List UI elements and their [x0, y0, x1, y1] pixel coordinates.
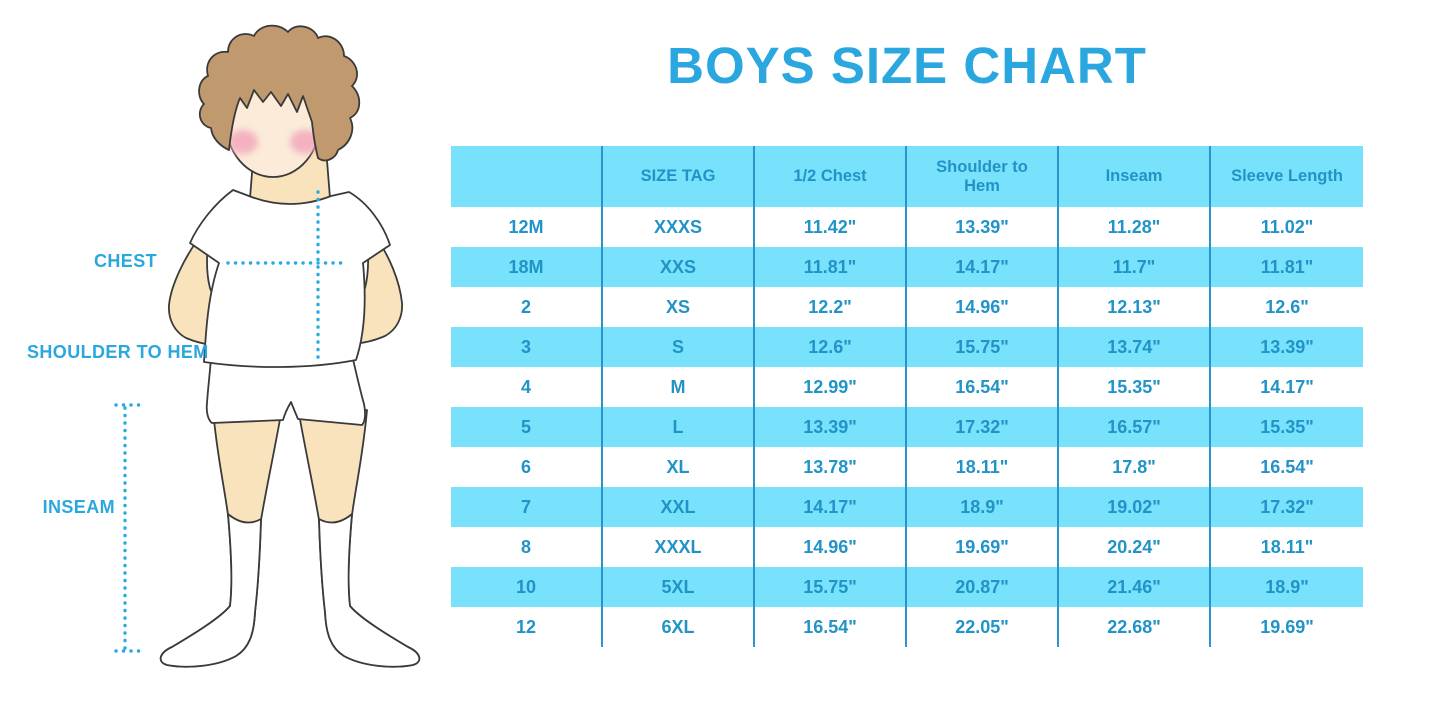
measurement-cell: 5XL — [603, 567, 755, 607]
measurement-cell: 20.87" — [907, 567, 1059, 607]
measurement-cell: 13.39" — [907, 207, 1059, 247]
measurement-cell: 15.35" — [1260, 416, 1314, 437]
table-row: 8 XXXL 14.96" 19.69" 20.24" 18.11" — [451, 527, 1363, 567]
measurement-cell: 12.6" — [1265, 296, 1309, 317]
size-cell: 4 — [451, 367, 603, 407]
shorts-illustration — [205, 354, 366, 426]
measurement-cell: 21.46" — [1059, 567, 1211, 607]
measurement-cell: 16.54" — [907, 367, 1059, 407]
measurement-cell: 22.05" — [907, 607, 1059, 647]
size-cell: 12 — [451, 607, 603, 647]
measurement-cell: 12.2" — [755, 287, 907, 327]
size-cell: 5 — [451, 407, 603, 447]
measurement-cell: 19.69" — [907, 527, 1059, 567]
measurement-cell: 15.75" — [907, 327, 1059, 367]
measurement-cell: 6XL — [603, 607, 755, 647]
measurement-cell: 18.11" — [907, 447, 1059, 487]
measurement-cell: 12.13" — [1059, 287, 1211, 327]
measurement-cell: 14.17" — [755, 487, 907, 527]
measurement-cell: 20.24" — [1059, 527, 1211, 567]
measurement-cell: 11.42" — [755, 207, 907, 247]
measurement-cell: 11.28" — [1059, 207, 1211, 247]
measurement-cell: 14.17" — [1260, 376, 1314, 397]
measurement-cell: 18.11" — [1260, 536, 1314, 557]
measurement-cell: XL — [603, 447, 755, 487]
measurement-cell: 11.81" — [1260, 256, 1314, 277]
measurement-cell: 14.17" — [907, 247, 1059, 287]
table-row: 3 S 12.6" 15.75" 13.74" 13.39" — [451, 327, 1363, 367]
measurement-cell: 12.99" — [755, 367, 907, 407]
measurement-cell: 15.75" — [755, 567, 907, 607]
measurement-cell: XXXS — [603, 207, 755, 247]
legs-illustration — [159, 409, 421, 668]
table-row: 7 XXL 14.17" 18.9" 19.02" 17.32" — [451, 487, 1363, 527]
measurement-cell: 16.57" — [1059, 407, 1211, 447]
table-row: 12 6XL 16.54" 22.05" 22.68" 19.69" — [451, 607, 1363, 647]
measurement-cell: 11.7" — [1059, 247, 1211, 287]
size-cell: 18M — [451, 247, 603, 287]
size-cell: 8 — [451, 527, 603, 567]
measurement-cell: 11.02" — [1260, 216, 1314, 237]
column-header: Shoulder to Hem — [907, 146, 1059, 207]
page-title: BOYS SIZE CHART — [667, 37, 1147, 94]
table-row: 10 5XL 15.75" 20.87" 21.46" 18.9" — [451, 567, 1363, 607]
measurement-cell: 22.68" — [1059, 607, 1211, 647]
measurement-cell: L — [603, 407, 755, 447]
measurement-cell: 19.69" — [1260, 616, 1314, 637]
size-cell: 6 — [451, 447, 603, 487]
measurement-cell: XXS — [603, 247, 755, 287]
shoulder-to-hem-label: SHOULDER TO HEM — [27, 342, 209, 362]
table-row: 4 M 12.99" 16.54" 15.35" 14.17" — [451, 367, 1363, 407]
column-header: 1/2 Chest — [755, 146, 907, 207]
measurement-cell: 17.32" — [907, 407, 1059, 447]
table-row: 6 XL 13.78" 18.11" 17.8" 16.54" — [451, 447, 1363, 487]
size-cell: 7 — [451, 487, 603, 527]
measurement-cell: M — [603, 367, 755, 407]
table-row: 12M XXXS 11.42" 13.39" 11.28" 11.02" — [451, 207, 1363, 247]
measurement-cell: 18.9" — [907, 487, 1059, 527]
measurement-cell: 17.32" — [1260, 496, 1314, 517]
size-cell: 12M — [451, 207, 603, 247]
measurement-cell: 14.96" — [907, 287, 1059, 327]
chest-label: CHEST — [93, 251, 157, 271]
column-header: Inseam — [1059, 146, 1211, 207]
measurement-cell: 18.9" — [1265, 576, 1309, 597]
inseam-label: INSEAM — [42, 497, 115, 517]
left-cheek — [228, 130, 258, 154]
measurement-cell: XXXL — [603, 527, 755, 567]
measurement-cell: XS — [603, 287, 755, 327]
size-cell: 10 — [451, 567, 603, 607]
socks-illustration — [159, 513, 421, 668]
measurement-cell: 16.54" — [1260, 456, 1314, 477]
measurement-cell: 13.74" — [1059, 327, 1211, 367]
measurement-guides — [114, 190, 347, 653]
table-row: 18M XXS 11.81" 14.17" 11.7" 11.81" — [451, 247, 1363, 287]
size-table: SIZE TAG 1/2 Chest Shoulder to Hem Inseam Sl… — [451, 146, 1363, 647]
table-row: 5 L 13.39" 17.32" 16.57" 15.35" — [451, 407, 1363, 447]
right-cheek — [290, 130, 320, 154]
measurement-cell: 14.96" — [755, 527, 907, 567]
measurement-cell: 17.8" — [1059, 447, 1211, 487]
column-header: SIZE TAG — [603, 146, 755, 207]
table-row: 2 XS 12.2" 14.96" 12.13" 12.6" — [451, 287, 1363, 327]
measurement-cell: XXL — [603, 487, 755, 527]
tshirt-illustration — [189, 189, 391, 368]
column-header: Sleeve Length — [1231, 167, 1343, 186]
size-cell: 3 — [451, 327, 603, 367]
size-cell: 2 — [451, 287, 603, 327]
hair-illustration — [198, 24, 361, 162]
measurement-cell: 11.81" — [755, 247, 907, 287]
measurement-cell: 13.39" — [1260, 336, 1314, 357]
measurement-cell: 19.02" — [1059, 487, 1211, 527]
table-header-row: SIZE TAG 1/2 Chest Shoulder to Hem Inseam Sl… — [451, 146, 1363, 207]
measurement-cell: S — [603, 327, 755, 367]
measurement-cell: 16.54" — [755, 607, 907, 647]
measurement-cell: 13.39" — [755, 407, 907, 447]
measurement-cell: 13.78" — [755, 447, 907, 487]
measurement-cell: 15.35" — [1059, 367, 1211, 407]
size-column-header — [451, 146, 603, 207]
measurement-cell: 12.6" — [755, 327, 907, 367]
boy-measurement-illustration — [114, 24, 421, 668]
